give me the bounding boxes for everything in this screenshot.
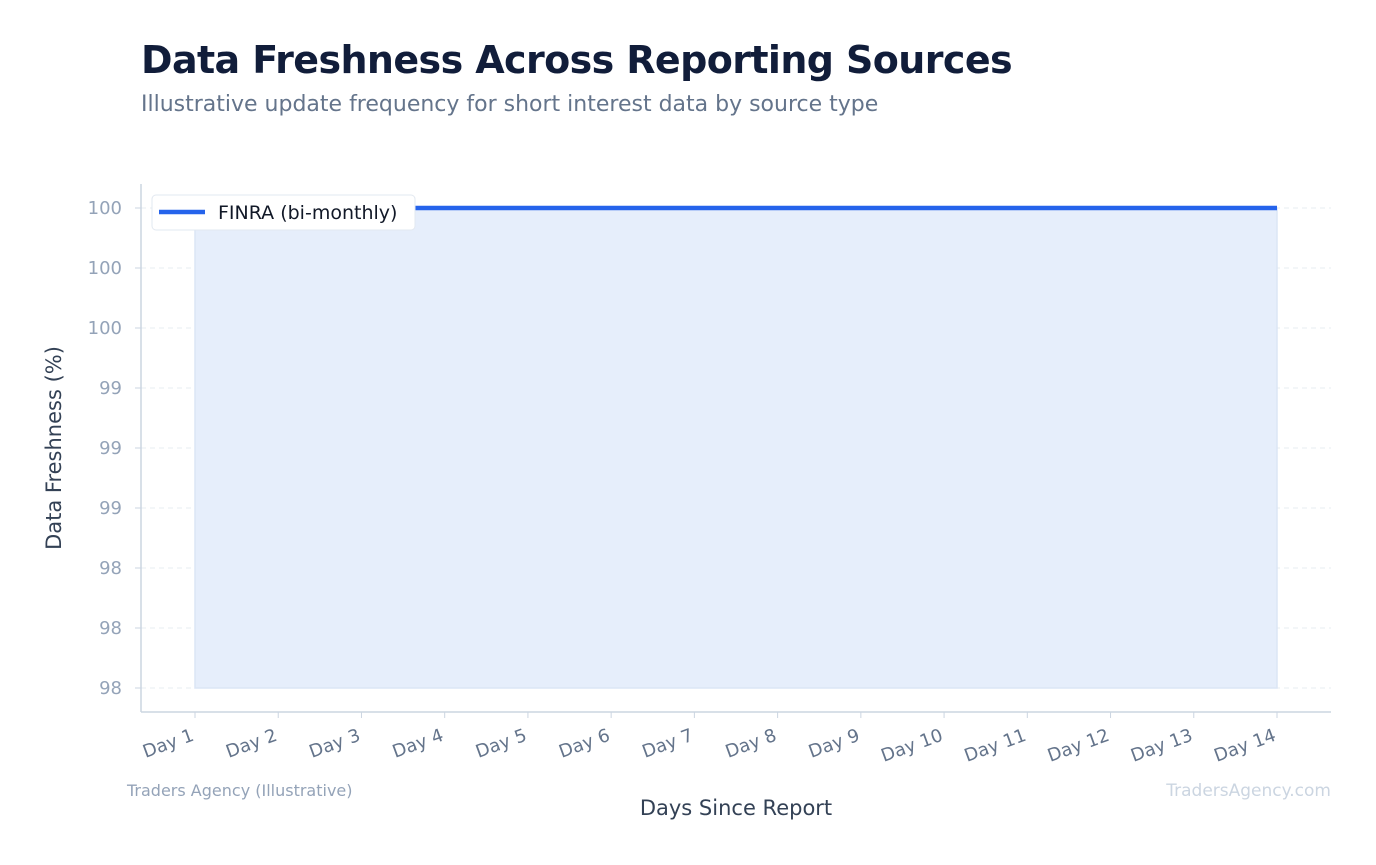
y-tick-label: 99 [99, 438, 122, 459]
legend-label: FINRA (bi-monthly) [218, 202, 397, 224]
x-axis-title: Days Since Report [640, 796, 832, 820]
y-tick-labels: 98 98 98 99 99 99 100 100 100 [88, 198, 122, 699]
x-tick-label: Day 10 [878, 725, 945, 767]
y-tick-label: 100 [88, 198, 122, 219]
watermark: TradersAgency.com [1165, 781, 1331, 801]
x-tick-labels: Day 1 Day 2 Day 3 Day 4 Day 5 Day 6 Day 7 Day 8… [140, 712, 1279, 767]
x-tick-label: Day 11 [962, 725, 1029, 767]
axes [140, 184, 1331, 713]
x-tick-label: Day 3 [306, 725, 363, 763]
x-tick-label: Day 13 [1128, 725, 1195, 767]
x-tick-label: Day 5 [473, 725, 530, 763]
x-tick-label: Day 6 [556, 725, 613, 763]
series-area-fill [194, 207, 1278, 689]
area-layer [194, 205, 1278, 689]
y-axis-title: Data Freshness (%) [42, 346, 66, 550]
y-tick-label: 99 [99, 378, 122, 399]
legend: FINRA (bi-monthly) [151, 194, 416, 231]
x-tick-label: Day 4 [390, 725, 447, 763]
y-tick-label: 100 [88, 258, 122, 279]
y-tick-label: 98 [99, 678, 122, 699]
chart-title: Data Freshness Across Reporting Sources [141, 38, 1013, 82]
x-tick-label: Day 1 [140, 725, 197, 763]
y-tick-label: 98 [99, 558, 122, 579]
legend-box [151, 194, 416, 231]
x-tick-label: Day 8 [723, 725, 780, 763]
x-tick-label: Day 7 [639, 725, 696, 763]
x-tick-label: Day 12 [1045, 725, 1112, 767]
x-tick-label: Day 2 [223, 725, 280, 763]
y-tick-label: 98 [99, 618, 122, 639]
source-credit: Traders Agency (Illustrative) [126, 781, 353, 800]
chart-subtitle: Illustrative update frequency for short … [141, 92, 879, 117]
x-tick-label: Day 14 [1211, 725, 1278, 767]
x-tick-label: Day 9 [806, 725, 863, 763]
y-tick-label: 100 [88, 318, 122, 339]
y-tick-label: 99 [99, 498, 122, 519]
